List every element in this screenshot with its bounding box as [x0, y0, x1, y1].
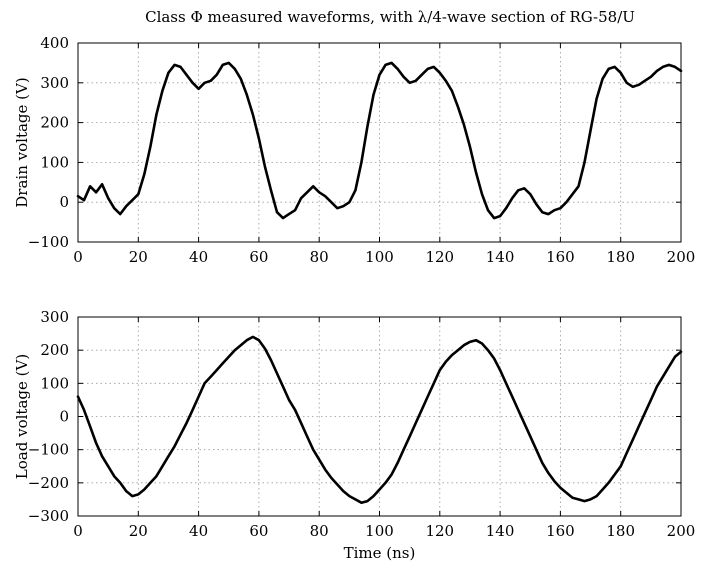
y-tick-label: 0: [59, 193, 69, 211]
x-tick-label: 80: [310, 522, 329, 540]
x-tick-label: 20: [129, 248, 148, 266]
y-tick-label: 300: [40, 74, 69, 92]
x-tick-label: 200: [667, 248, 696, 266]
load-y-axis-label: Load voltage (V): [13, 354, 31, 479]
drain-x-tick-labels: 0 20 40 60 80 100 120 140 160 180 200: [73, 248, 695, 266]
drain-y-tick-labels: −100 0 100 200 300 400: [28, 34, 69, 251]
load-voltage-trace: [76, 335, 683, 504]
y-tick-label: 0: [59, 408, 69, 426]
y-tick-label: 100: [40, 374, 69, 392]
load-grid: [78, 317, 681, 516]
x-tick-label: 160: [546, 522, 575, 540]
y-tick-label: 200: [40, 341, 69, 359]
x-tick-label: 60: [249, 522, 268, 540]
x-tick-label: 160: [546, 248, 575, 266]
x-tick-label: 20: [129, 522, 148, 540]
load-x-tick-labels: 0 20 40 60 80 100 120 140 160 180 200: [73, 522, 695, 540]
x-tick-label: 120: [425, 522, 454, 540]
drain-grid: [78, 43, 681, 242]
y-tick-label: −100: [28, 233, 69, 251]
x-tick-label: 40: [189, 522, 208, 540]
x-tick-label: 40: [189, 248, 208, 266]
y-tick-label: 400: [40, 34, 69, 52]
x-tick-label: 180: [606, 248, 635, 266]
y-tick-label: 200: [40, 114, 69, 132]
x-tick-label: 200: [667, 522, 696, 540]
y-tick-label: −100: [28, 441, 69, 459]
x-tick-label: 120: [425, 248, 454, 266]
x-tick-label: 60: [249, 248, 268, 266]
x-tick-label: 140: [486, 522, 515, 540]
chart-title: Class Φ measured waveforms, with λ/4-wav…: [145, 8, 635, 26]
load-plot-frame: [77, 316, 682, 517]
x-tick-label: 0: [73, 248, 83, 266]
x-tick-label: 140: [486, 248, 515, 266]
y-tick-label: 100: [40, 153, 69, 171]
x-tick-label: 0: [73, 522, 83, 540]
drain-plot-frame: [77, 42, 682, 243]
y-tick-label: −200: [28, 474, 69, 492]
load-y-tick-labels: −300 −200 −100 0 100 200 300: [28, 308, 69, 525]
drain-y-axis-label: Drain voltage (V): [13, 77, 31, 207]
x-tick-label: 180: [606, 522, 635, 540]
x-tick-label: 80: [310, 248, 329, 266]
x-tick-label: 100: [365, 248, 394, 266]
y-tick-label: 300: [40, 308, 69, 326]
load-voltage-plot: −300 −200 −100 0 100 200 300 0 20 40 60 80 100 120 14…: [13, 308, 695, 562]
drain-voltage-trace: [76, 61, 683, 220]
x-tick-label: 100: [365, 522, 394, 540]
y-tick-label: −300: [28, 507, 69, 525]
x-axis-label: Time (ns): [344, 544, 416, 562]
